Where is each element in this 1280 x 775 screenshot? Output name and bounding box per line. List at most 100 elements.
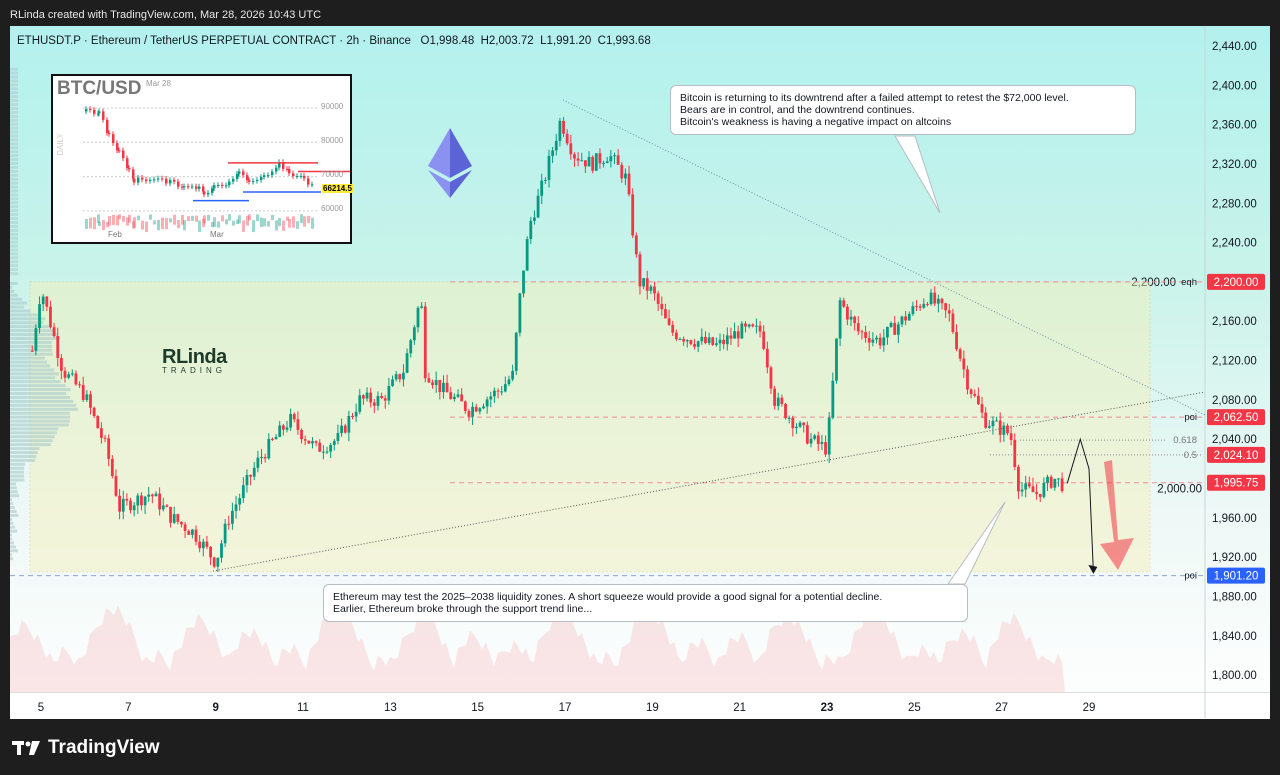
inset-candle-body — [141, 177, 144, 180]
volume-profile-bar — [10, 447, 40, 451]
ohlc-low: L1,991.20 — [540, 35, 592, 47]
candle-body — [707, 337, 711, 344]
inset-volume-bar — [238, 215, 241, 224]
time-axis[interactable] — [10, 692, 1270, 719]
candle-body — [776, 397, 780, 406]
annotation-line: Ethereum may test the 2025–2038 liquidit… — [333, 591, 883, 603]
volume-profile-bar — [10, 189, 18, 193]
inset-candle-body — [98, 111, 101, 114]
volume-profile-bar — [10, 106, 18, 110]
candle-body — [121, 498, 125, 512]
candle-body — [420, 306, 424, 308]
inset-candle-body — [275, 167, 278, 172]
inset-candle-body — [128, 168, 131, 170]
candle-body — [620, 164, 624, 179]
price-tick: 1,920.00 — [1212, 552, 1257, 564]
candle-body — [1017, 466, 1020, 492]
candle-body — [78, 384, 81, 386]
time-tick: 13 — [384, 702, 397, 714]
candle-body — [980, 404, 984, 413]
annotation-ethereum[interactable]: Ethereum may test the 2025–2038 liquidit… — [323, 584, 968, 622]
candle-body — [591, 156, 595, 171]
volume-profile-bar — [10, 431, 57, 435]
candle-body — [900, 316, 904, 325]
candle-body — [762, 331, 766, 349]
inset-candle-body — [303, 175, 306, 179]
candle-body — [241, 485, 245, 499]
candle-body — [467, 410, 471, 417]
candle-body — [889, 322, 893, 327]
candle-body — [816, 435, 820, 444]
volume-profile-bar — [10, 146, 18, 150]
candle-body — [190, 529, 194, 535]
inset-candle-body — [225, 185, 228, 187]
volume-profile-bar — [10, 419, 70, 423]
candle-body — [52, 327, 56, 337]
inset-volume-bar — [169, 218, 172, 223]
candle-body — [303, 439, 307, 441]
inset-volume-bar — [211, 221, 214, 228]
volume-profile-bar — [10, 205, 18, 209]
volume-profile-bar — [10, 392, 67, 396]
candle-body — [664, 309, 667, 319]
candle-body — [1027, 483, 1031, 487]
candle-body — [940, 298, 944, 304]
candle-body — [529, 220, 533, 240]
candle-body — [904, 316, 908, 321]
candle-body — [391, 379, 394, 387]
volume-profile-bar — [10, 248, 18, 252]
candle-body — [30, 350, 34, 352]
tradingview-icon — [12, 741, 40, 755]
volume-profile-bar — [10, 490, 18, 494]
annotation-bitcoin[interactable]: Bitcoin is returning to its downtrend af… — [670, 85, 1136, 135]
inset-volume-bar — [112, 214, 115, 225]
volume-profile-bar — [10, 197, 18, 201]
callout-tail — [894, 135, 941, 214]
level-label: poi — [1184, 412, 1197, 423]
volume-profile-bar — [10, 317, 46, 321]
volume-profile-bar — [10, 498, 12, 502]
candle-body — [485, 399, 489, 407]
inset-volume-bar — [137, 215, 140, 221]
inset-candle-body — [238, 171, 241, 174]
candle-body — [998, 420, 1002, 435]
volume-profile-bar — [10, 301, 28, 305]
volume-profile-bar — [10, 325, 50, 329]
candle-body — [118, 495, 122, 512]
candle-body — [893, 322, 897, 335]
candle-body — [223, 523, 227, 544]
candle-body — [933, 292, 937, 304]
candle-body — [216, 557, 220, 567]
candle-body — [169, 506, 172, 523]
candle-body — [158, 493, 162, 510]
inset-volume-bar — [108, 215, 111, 226]
candle-body — [667, 318, 671, 325]
ethereum-logo-icon — [450, 128, 472, 178]
candle-body — [49, 306, 52, 328]
volume-profile-bar — [10, 513, 19, 517]
symbol-legend: ETHUSDT.P · Ethereum / TetherUS PERPETUA… — [17, 35, 651, 47]
candle-body — [409, 340, 413, 354]
inset-candle-body — [116, 143, 119, 151]
inset-candle-body — [112, 134, 115, 144]
symbol-name[interactable]: ETHUSDT.P · Ethereum / TetherUS PERPETUA… — [17, 35, 411, 47]
volume-profile-bar — [10, 285, 12, 289]
rlinda-watermark: RLinda TRADING — [162, 346, 227, 375]
candle-body — [394, 374, 398, 380]
candle-body — [609, 156, 613, 162]
candle-body — [871, 339, 875, 343]
candle-body — [136, 495, 140, 506]
candle-body — [198, 541, 202, 549]
tradingview-logo[interactable]: TradingView — [12, 737, 160, 759]
volume-profile-bar — [10, 466, 25, 470]
inset-date: Mar 28 — [146, 79, 171, 88]
volume-profile-bar — [10, 313, 38, 317]
volume-profile-bar — [10, 297, 23, 301]
candle-body — [56, 336, 60, 358]
volume-profile-bar — [10, 344, 53, 348]
candle-body — [562, 120, 565, 134]
volume-profile-bar — [10, 329, 55, 333]
inset-volume-bar — [256, 214, 259, 222]
time-tick: 17 — [559, 702, 572, 714]
